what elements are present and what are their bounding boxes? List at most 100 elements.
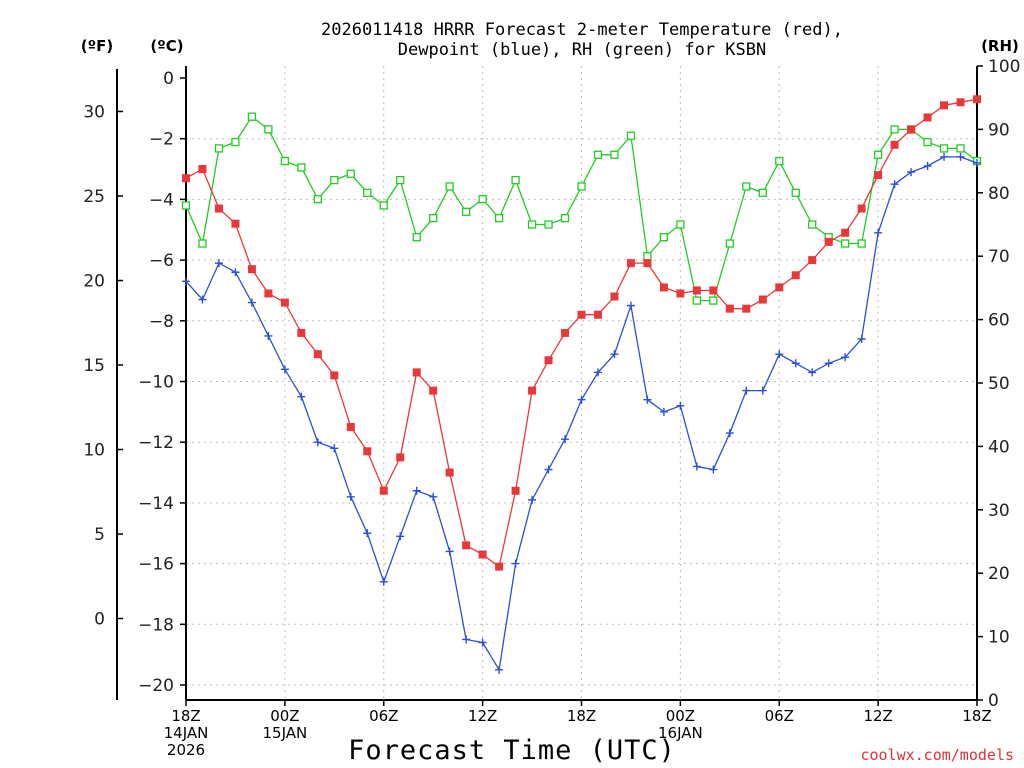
credit-link[interactable]: coolwx.com/models [860, 746, 1014, 764]
fahrenheit-tick-label: 10 [83, 441, 105, 461]
dewpoint-point [280, 365, 289, 374]
rh-series [181, 112, 982, 305]
dewpoint-point [725, 429, 734, 438]
rh-tick-label: 50 [988, 374, 1010, 394]
rh-point [379, 201, 388, 210]
dewpoint-point [808, 368, 817, 377]
temperature-point [182, 174, 190, 183]
dewpoint-point [182, 277, 190, 286]
dewpoint-point [626, 301, 635, 310]
fahrenheit-unit-label: (ºF) [81, 37, 113, 55]
chart-title-line2: Dewpoint (blue), RH (green) for KSBN [398, 40, 766, 60]
rh-tick-label: 10 [988, 628, 1010, 648]
temperature-point [676, 289, 685, 298]
fahrenheit-tick-label: 15 [83, 356, 105, 376]
celsius-tick-label: 0 [163, 69, 174, 89]
dewpoint-point [214, 259, 223, 268]
temperature-point [791, 271, 800, 280]
rh-point [577, 182, 586, 191]
celsius-tick-label: −4 [149, 190, 174, 210]
chart-title-line1: 2026011418 HRRR Forecast 2-meter Tempera… [321, 20, 843, 40]
rh-tick-label: 30 [988, 501, 1010, 521]
dewpoint-point [264, 331, 273, 340]
temperature-point [445, 468, 454, 477]
dewpoint-point [445, 547, 454, 556]
temperature-point [758, 295, 767, 304]
temperature-point [593, 310, 602, 319]
temperature-point [577, 310, 586, 319]
dewpoint-point [198, 295, 207, 304]
temperature-point [643, 259, 652, 268]
temperature-point [874, 171, 883, 180]
temperature-point [973, 95, 981, 104]
temperature-point [659, 283, 668, 292]
rh-tick-label: 70 [988, 247, 1010, 267]
temperature-point [231, 219, 240, 228]
rh-point [610, 150, 619, 159]
temperature-point [940, 101, 949, 110]
rh-tick-label: 60 [988, 311, 1010, 331]
time-tick-label: 18Z [171, 707, 200, 725]
temperature-point [956, 98, 965, 107]
dewpoint-point [412, 486, 421, 495]
temperature-point [214, 204, 223, 213]
dewpoint-point [330, 444, 339, 453]
temperature-series [182, 95, 981, 571]
temperature-point [264, 289, 273, 298]
rh-point [709, 296, 718, 305]
rh-point [643, 252, 652, 261]
temperature-point [280, 298, 289, 307]
temperature-point [857, 204, 866, 213]
temperature-point [923, 113, 932, 122]
rh-point [560, 214, 570, 223]
celsius-axis-ticks: 0 −2 −4 −6 −8 −10 −12 −14 −16 −18 −20 [138, 69, 186, 696]
dewpoint-point [857, 335, 866, 344]
dewpoint-point [561, 435, 570, 444]
temperature-point [709, 286, 718, 295]
time-tick-label: 00Z [666, 707, 695, 725]
dewpoint-point [758, 386, 767, 395]
temperature-point [561, 328, 570, 337]
rh-point [198, 239, 207, 248]
celsius-tick-label: −18 [138, 615, 174, 635]
dewpoint-point [495, 665, 504, 674]
temperature-point [808, 256, 817, 265]
axes [116, 66, 978, 701]
dewpoint-point [363, 529, 372, 538]
temperature-point [396, 453, 405, 462]
dewpoint-point [396, 532, 405, 541]
rh-point [676, 220, 685, 229]
dewpoint-point [231, 268, 240, 277]
dewpoint-point [973, 158, 981, 167]
rh-point [873, 150, 883, 159]
rh-tick-label: 80 [988, 184, 1010, 204]
temperature-point [346, 423, 355, 432]
temperature-point [330, 371, 339, 380]
temperature-point [824, 237, 833, 246]
dewpoint-point [923, 162, 932, 171]
rh-tick-label: 40 [988, 437, 1010, 457]
time-tick-label: 12Z [863, 707, 892, 725]
rh-point [692, 296, 702, 305]
celsius-tick-label: −10 [138, 373, 174, 393]
rh-point [758, 188, 767, 197]
temperature-point [247, 265, 256, 274]
temperature-point [429, 386, 438, 395]
rh-point [511, 175, 520, 185]
rh-point [264, 125, 273, 134]
rh-point [791, 188, 800, 197]
fahrenheit-tick-label: 0 [94, 610, 105, 630]
rh-point [775, 156, 784, 166]
rh-tick-label: 0 [988, 691, 999, 711]
time-tick-label: 06Z [369, 707, 398, 725]
celsius-tick-label: −8 [149, 312, 174, 332]
dewpoint-point [429, 492, 438, 501]
dewpoint-point [297, 392, 306, 401]
rh-point [445, 182, 454, 191]
rh-point [626, 131, 636, 140]
dewpoint-point [593, 368, 602, 377]
rh-point [346, 169, 355, 178]
time-tick-label: 15JAN [263, 724, 308, 742]
temperature-point [528, 386, 537, 395]
celsius-tick-label: −14 [138, 494, 174, 514]
